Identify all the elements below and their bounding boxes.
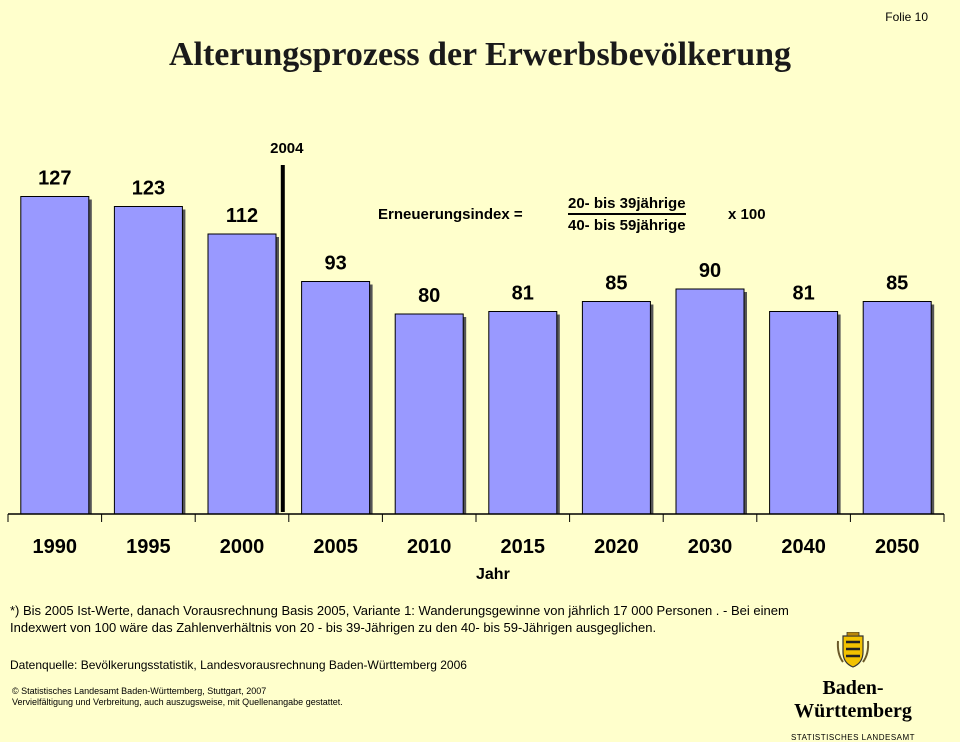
x-tick-label: 2015: [501, 536, 546, 558]
bar: [862, 301, 932, 515]
data-label: 93: [324, 253, 346, 275]
copyright-line-2: Vervielfältigung und Verbreitung, auch a…: [12, 697, 343, 707]
x-tick-label: 2050: [875, 536, 920, 558]
bar: [301, 281, 371, 515]
x-tick-label: 2010: [407, 536, 452, 558]
bar: [675, 288, 745, 515]
logo-wordmark: Baden-Württemberg: [794, 677, 912, 722]
bar: [20, 196, 90, 515]
data-label: 80: [418, 285, 440, 307]
data-label: 90: [699, 260, 721, 282]
formula-denominator: 40- bis 59jährige: [568, 217, 686, 234]
copyright-notice: © Statistisches Landesamt Baden-Württemb…: [12, 686, 343, 708]
formula-numerator: 20- bis 39jährige: [568, 195, 686, 215]
data-source: Datenquelle: Bevölkerungsstatistik, Land…: [10, 658, 467, 672]
copyright-line-1: © Statistisches Landesamt Baden-Württemb…: [12, 686, 267, 696]
data-label: 85: [605, 273, 627, 295]
bar: [488, 311, 558, 515]
x-axis-label: Jahr: [476, 566, 510, 583]
x-tick-label: 1990: [33, 536, 78, 558]
formula-multiplier: x 100: [728, 206, 766, 223]
page-title: Alterungsprozess der Erwerbsbevölkerung: [168, 36, 792, 73]
data-label: 112: [226, 205, 258, 227]
formula-label: Erneuerungsindex =: [378, 206, 523, 223]
bar: [581, 301, 651, 515]
data-label: 85: [886, 273, 908, 295]
bar: [207, 233, 277, 515]
formula-fraction: 20- bis 39jährige 40- bis 59jährige: [568, 195, 686, 234]
x-tick-label: 2020: [594, 536, 639, 558]
x-tick-label: 2000: [220, 536, 265, 558]
bar: [113, 206, 183, 515]
data-label: 123: [132, 178, 165, 200]
data-label: 127: [38, 168, 71, 190]
slide-number: Folie 10: [885, 10, 928, 24]
marker-label: 2004: [270, 140, 304, 157]
x-tick-label: 1995: [126, 536, 171, 558]
x-tick-label: 2005: [313, 536, 358, 558]
bar-chart: 127 1990 123 1995 112 2000 93 2005 80 2010 81 2015 8…: [7, 140, 945, 558]
data-label: 81: [792, 283, 814, 305]
state-logo: Baden-Württemberg STATISTISCHES LANDESAM…: [768, 631, 938, 742]
coat-of-arms-icon: [836, 631, 870, 668]
x-tick-label: 2030: [688, 536, 733, 558]
bar: [769, 311, 839, 515]
x-tick-label: 2040: [781, 536, 826, 558]
footnote: *) Bis 2005 Ist-Werte, danach Vorausrech…: [10, 603, 789, 635]
data-label: 81: [512, 283, 534, 305]
logo-subtitle: STATISTISCHES LANDESAMT: [790, 733, 916, 742]
bar: [394, 313, 464, 515]
